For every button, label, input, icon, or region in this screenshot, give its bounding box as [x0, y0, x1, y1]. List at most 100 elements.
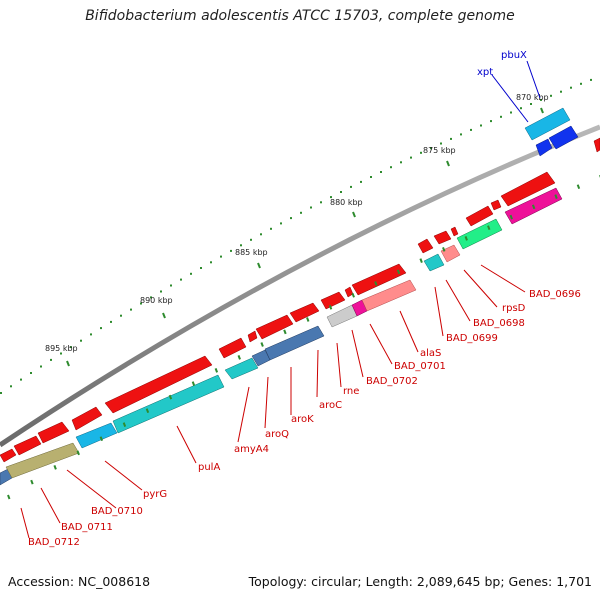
position-dash [419, 258, 423, 263]
position-dot [60, 352, 62, 355]
position-dot [120, 314, 122, 317]
position-dash [7, 494, 11, 500]
position-dot [340, 191, 342, 193]
accession-text: Accession: NC_008618 [8, 574, 151, 589]
cds-reverse [75, 422, 118, 449]
cds-forward [344, 286, 354, 298]
position-dot [300, 211, 302, 214]
position-dot [290, 217, 292, 220]
genome-summary: Topology: circular; Length: 2,089,645 bp… [248, 574, 592, 589]
kbp-tick [540, 107, 544, 114]
position-dash [145, 408, 150, 414]
cds-reverse [112, 374, 225, 434]
gene-label: xpt [477, 67, 493, 78]
gene-label: BAD_0701 [394, 361, 446, 372]
position-dot [130, 308, 132, 311]
kbp-label: 895 kbp [45, 344, 78, 353]
position-dot [410, 156, 412, 159]
cds-reverse [548, 125, 579, 150]
position-dot [520, 107, 522, 110]
cds-reverse [423, 253, 445, 272]
position-dot [480, 124, 482, 127]
position-dash [30, 479, 34, 485]
position-dot [530, 103, 532, 105]
position-dot [260, 233, 262, 236]
position-dot [500, 115, 502, 118]
gene-label: BAD_0699 [446, 333, 498, 344]
position-dot [360, 180, 362, 183]
gene-labels: pbuX xpt BAD_0696 rpsD BAD_0698 BAD_0699… [28, 50, 581, 548]
position-dot [420, 151, 422, 154]
position-dot [140, 302, 142, 305]
position-dash [99, 436, 104, 442]
kbp-label: 875 kbp [423, 146, 456, 155]
position-dot [390, 166, 392, 169]
cds-reverse [224, 357, 259, 380]
position-dot [80, 339, 82, 342]
position-dot [0, 392, 2, 394]
position-dash [214, 368, 219, 373]
cds-forward [104, 355, 213, 414]
position-dot [450, 137, 452, 140]
cds-forward [320, 291, 346, 310]
position-dot [430, 147, 432, 150]
gene-label: aroC [319, 400, 342, 411]
position-dash [509, 214, 513, 220]
kbp-tick [257, 262, 261, 269]
gene-label: alaS [420, 348, 441, 359]
gene-label: BAD_0698 [473, 318, 525, 329]
gene-label: BAD_0710 [91, 506, 143, 517]
kbp-scale: 870 kbp 875 kbp 880 kbp 885 kbp 890 kbp … [45, 93, 549, 367]
cds-forward [351, 263, 407, 296]
position-dot [150, 296, 152, 299]
map-title: Bifidobacterium adolescentis ATCC 15703,… [85, 8, 515, 24]
position-dash [442, 247, 446, 252]
gene-callouts [20, 60, 541, 539]
kbp-tick [446, 160, 450, 167]
cds-forward [71, 406, 103, 431]
kbp-label: 890 kbp [140, 296, 173, 305]
position-dash [237, 355, 241, 360]
position-dot [460, 133, 462, 136]
cds-forward [433, 230, 452, 245]
position-dot [440, 142, 442, 145]
cds-forward [450, 226, 459, 237]
position-dot [400, 161, 402, 164]
gene-label: pulA [198, 462, 220, 473]
cds-forward [417, 238, 434, 254]
gene-label: aroK [291, 414, 314, 425]
position-dot [350, 185, 352, 188]
position-dot [20, 378, 22, 381]
position-dot [470, 128, 472, 131]
gene-label: BAD_0711 [61, 522, 113, 533]
position-dot [250, 238, 252, 241]
position-dash [191, 381, 196, 386]
position-dot [210, 261, 212, 264]
cds-forward [0, 448, 17, 463]
position-dash [531, 204, 536, 210]
gene-label: BAD_0702 [366, 376, 418, 387]
position-dash [576, 184, 581, 190]
cds-reverse [524, 107, 571, 141]
position-dot [570, 86, 572, 89]
gene-label: rpsD [502, 303, 526, 314]
cds-forward [289, 302, 320, 323]
position-dot [180, 278, 182, 281]
cds-forward [13, 435, 42, 456]
kbp-tick [352, 211, 356, 218]
gene-label: rne [343, 386, 359, 397]
position-dot [280, 222, 282, 225]
position-dot [510, 111, 512, 114]
position-dot [200, 267, 202, 269]
cds-forward [465, 205, 494, 227]
position-dash [396, 269, 401, 275]
cds-forward [490, 199, 502, 211]
genome-backbone [0, 124, 600, 448]
position-dot [310, 206, 312, 209]
inner-position-dashes [7, 175, 600, 500]
cds-forward [255, 314, 294, 340]
position-dash [122, 422, 127, 427]
gene-label: BAD_0696 [529, 289, 581, 300]
gene-label: pbuX [501, 50, 527, 61]
